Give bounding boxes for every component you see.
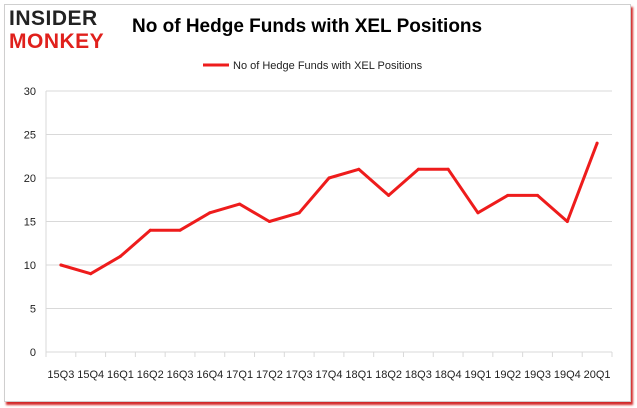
legend-label: No of Hedge Funds with XEL Positions bbox=[233, 60, 423, 72]
data-point bbox=[506, 193, 510, 197]
legend: No of Hedge Funds with XEL Positions bbox=[203, 60, 423, 72]
data-point bbox=[208, 211, 212, 215]
data-point bbox=[297, 211, 301, 215]
x-tick-label: 17Q1 bbox=[226, 369, 253, 381]
gridlines bbox=[45, 90, 612, 353]
data-point bbox=[536, 193, 540, 197]
x-tick-label: 16Q4 bbox=[196, 369, 223, 381]
x-tick-label: 19Q1 bbox=[464, 369, 491, 381]
x-tick-label: 18Q4 bbox=[435, 369, 462, 381]
x-tick-label: 16Q2 bbox=[137, 369, 164, 381]
data-point bbox=[267, 220, 271, 223]
y-tick-label: 15 bbox=[24, 217, 36, 229]
series-line bbox=[59, 141, 599, 276]
logo-line-1: INSIDER bbox=[9, 7, 98, 30]
x-tick-label: 16Q3 bbox=[167, 369, 194, 381]
data-point bbox=[357, 167, 361, 171]
data-point bbox=[59, 263, 63, 267]
x-tick-label: 20Q1 bbox=[584, 369, 611, 381]
data-point bbox=[595, 141, 599, 145]
y-tick-label: 0 bbox=[30, 347, 36, 359]
x-tick-label: 19Q3 bbox=[524, 369, 551, 381]
data-point bbox=[476, 211, 480, 215]
data-point bbox=[387, 193, 391, 197]
x-tick-label: 19Q2 bbox=[494, 369, 521, 381]
x-tick-label: 17Q4 bbox=[316, 369, 343, 381]
y-tick-label: 30 bbox=[24, 86, 36, 98]
x-tick-label: 17Q3 bbox=[286, 369, 313, 381]
y-tick-label: 20 bbox=[24, 173, 36, 185]
data-point bbox=[416, 167, 420, 171]
x-tick-label: 18Q1 bbox=[345, 369, 372, 381]
y-tick-label: 10 bbox=[24, 260, 36, 272]
y-tick-label: 25 bbox=[24, 130, 36, 142]
logo-line-2: MONKEY bbox=[9, 30, 105, 53]
data-point bbox=[118, 254, 122, 258]
insider-monkey-logo: INSIDER MONKEY bbox=[9, 5, 121, 53]
data-point bbox=[89, 272, 93, 276]
x-tick-label: 18Q3 bbox=[405, 369, 432, 381]
series-layer bbox=[59, 141, 599, 276]
x-tick-label: 17Q2 bbox=[256, 369, 283, 381]
data-point bbox=[238, 202, 242, 206]
x-tick-label: 15Q3 bbox=[47, 369, 74, 381]
x-tick-label: 18Q2 bbox=[375, 369, 402, 381]
data-point bbox=[327, 176, 331, 180]
chart-frame bbox=[4, 4, 631, 402]
y-tick-label: 5 bbox=[30, 304, 36, 316]
data-point bbox=[565, 220, 569, 223]
y-axis-ticks: 0 5 10 15 20 25 30 bbox=[24, 86, 36, 359]
chart-title: No of Hedge Funds with XEL Positions bbox=[132, 16, 483, 37]
data-point bbox=[178, 228, 182, 232]
x-tick-label: 19Q4 bbox=[554, 369, 581, 381]
data-point bbox=[148, 228, 152, 232]
x-tick-label: 15Q4 bbox=[77, 369, 104, 381]
data-point bbox=[446, 167, 450, 171]
x-axis-ticks: 15Q3 15Q4 16Q1 16Q2 16Q3 16Q4 17Q1 17Q2 17Q3 17Q4… bbox=[45, 352, 613, 381]
x-tick-label: 16Q1 bbox=[107, 369, 134, 381]
